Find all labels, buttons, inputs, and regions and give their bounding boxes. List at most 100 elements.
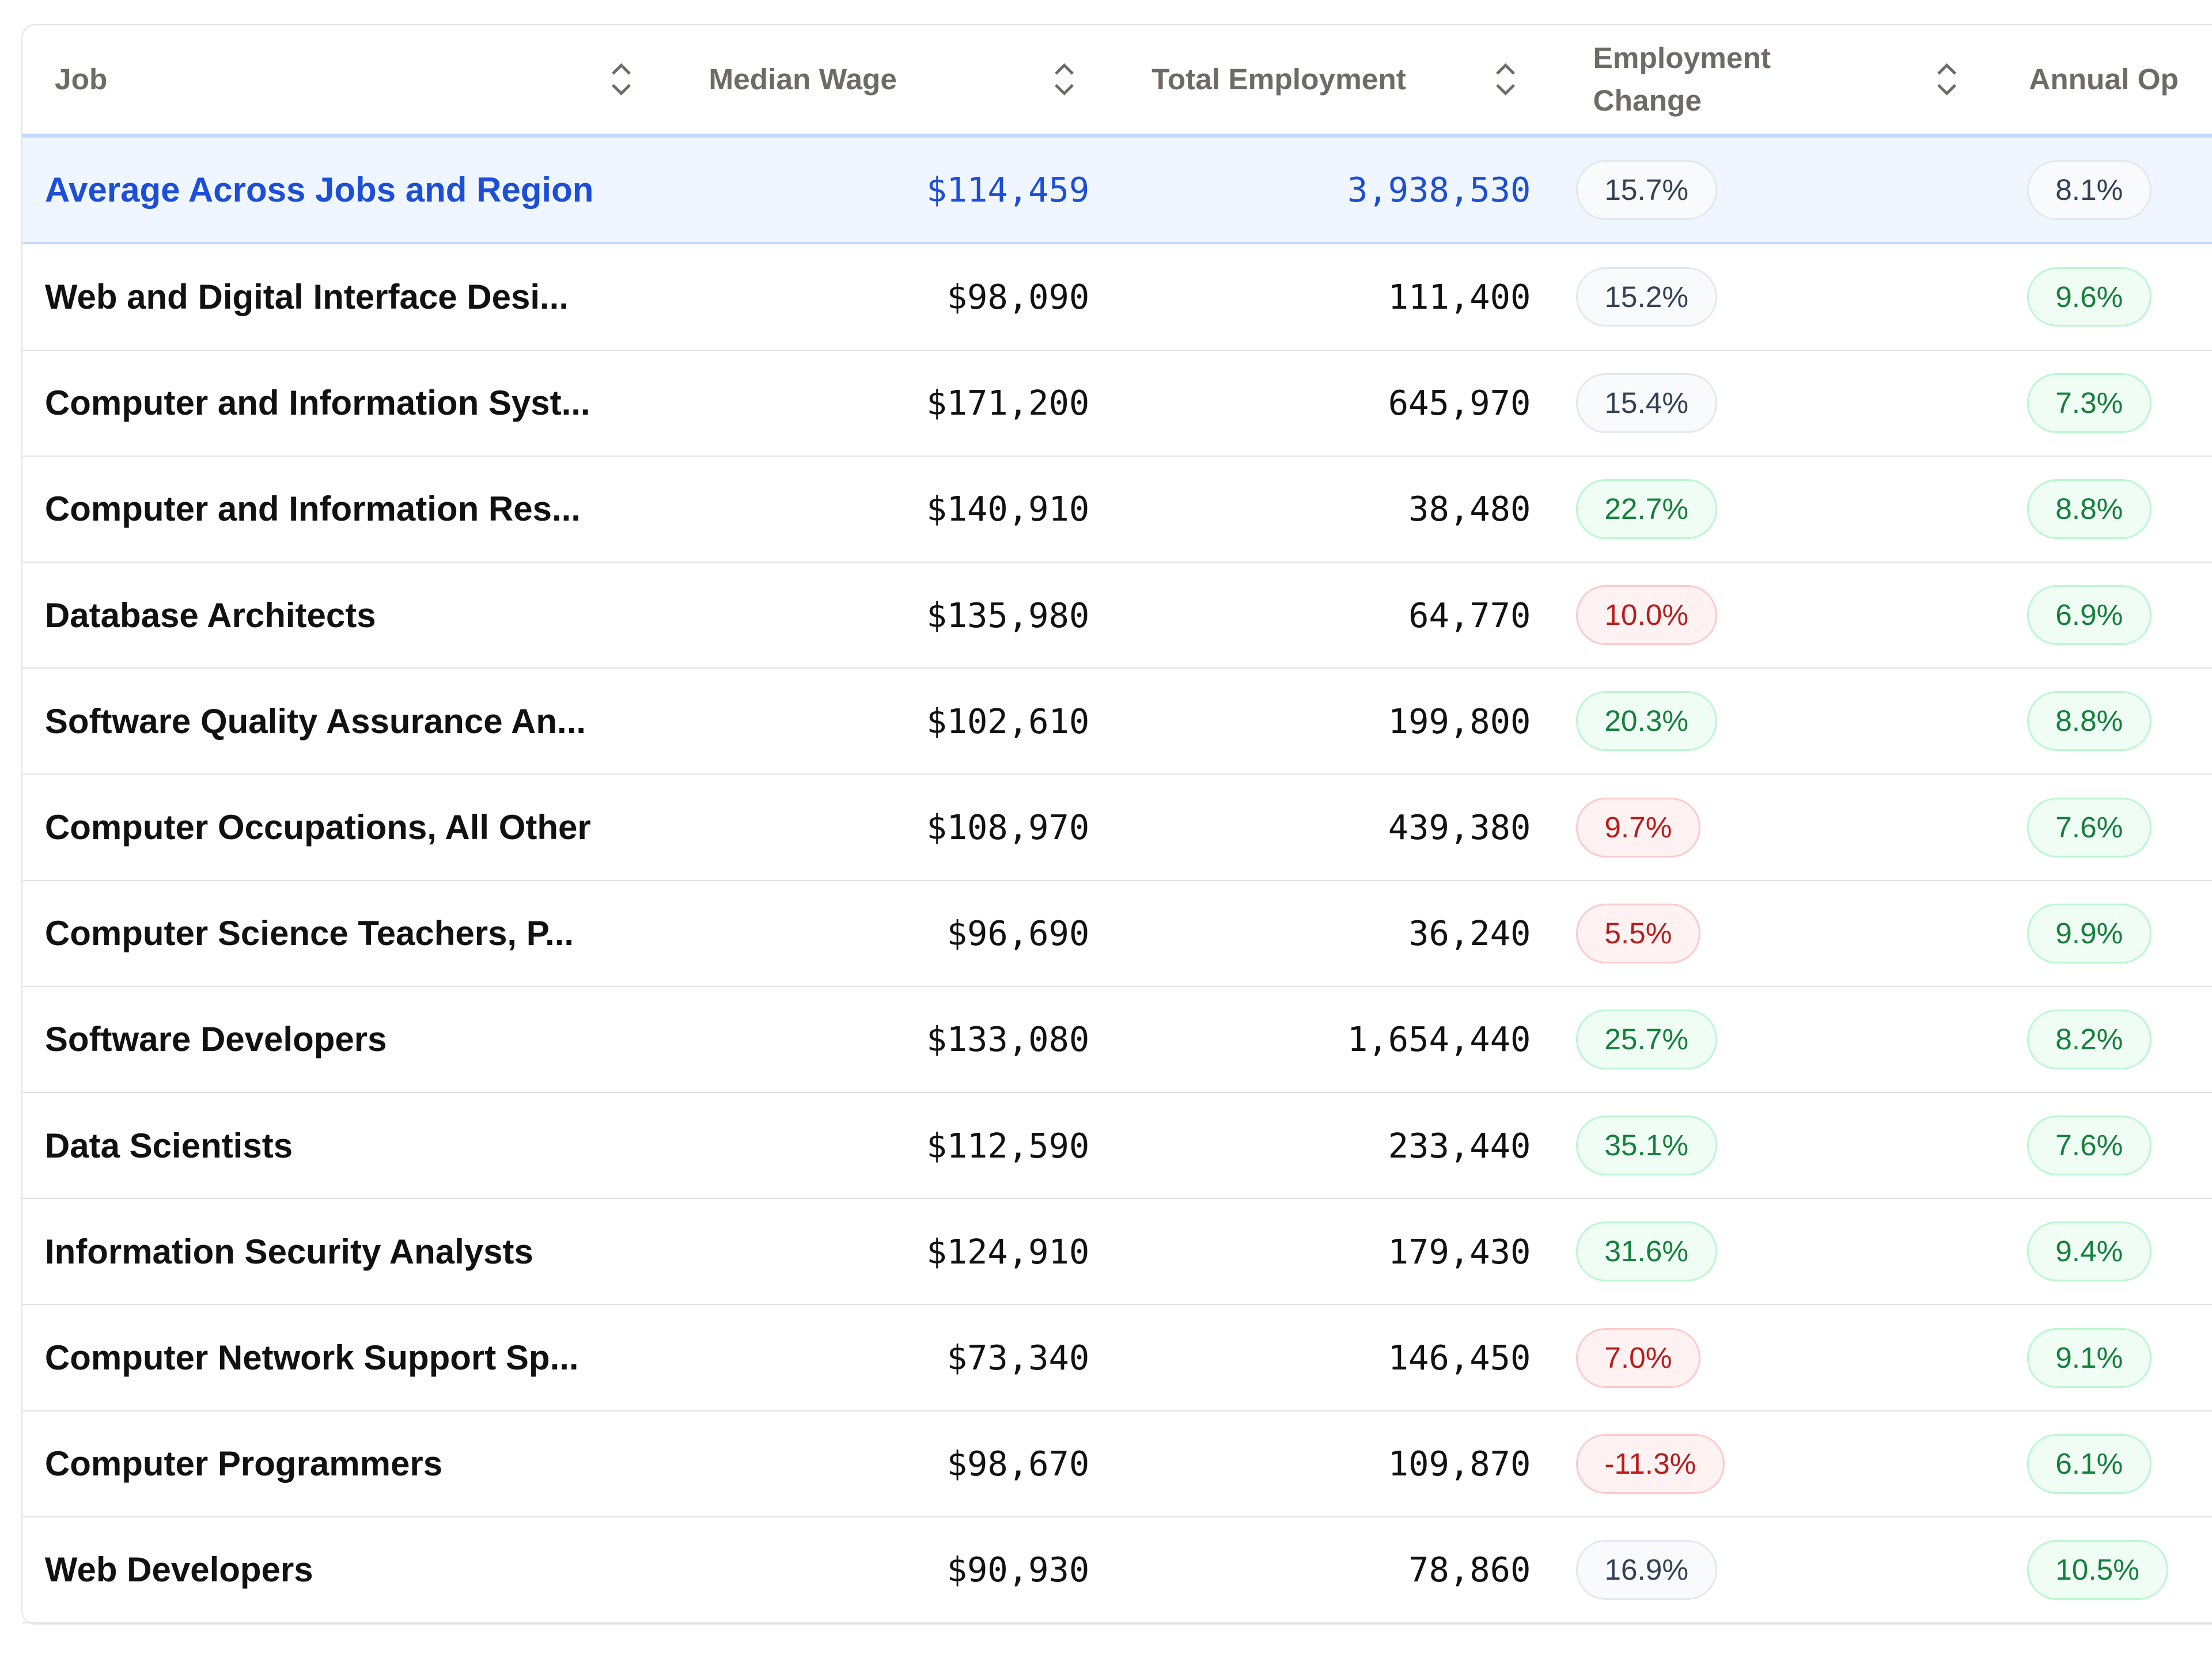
employment-change-badge: -11.3% [1575, 1433, 1725, 1494]
total-employment: 109,870 [1388, 1444, 1531, 1484]
median-wage: $102,610 [926, 701, 1090, 741]
header-annual-openings[interactable]: Annual Op [2003, 58, 2212, 100]
median-wage: $114,459 [926, 170, 1090, 210]
median-wage: $140,910 [926, 489, 1090, 529]
median-wage: $108,970 [926, 807, 1090, 848]
table-row[interactable]: Computer Occupations, All Other $108,970… [22, 775, 2212, 881]
total-employment: 3,938,530 [1347, 170, 1531, 210]
header-label: Median Wage [709, 62, 897, 96]
table-row[interactable]: Software Quality Assurance An... $102,61… [22, 669, 2212, 775]
median-wage: $171,200 [926, 383, 1090, 423]
table-row[interactable]: Computer Programmers $98,670 109,870 -11… [22, 1412, 2212, 1517]
employment-change-badge: 10.0% [1575, 585, 1717, 646]
job-name[interactable]: Software Developers [44, 1020, 387, 1059]
job-name[interactable]: Database Architects [44, 595, 376, 635]
total-employment: 645,970 [1388, 383, 1531, 423]
job-name[interactable]: Web and Digital Interface Desi... [44, 278, 569, 316]
annual-openings-badge: 8.2% [2027, 1009, 2152, 1069]
employment-change-badge: 31.6% [1575, 1221, 1717, 1282]
annual-openings-badge: 8.8% [2027, 479, 2152, 539]
employment-change-badge: 15.7% [1575, 160, 1717, 220]
header-median-wage[interactable]: Median Wage [677, 58, 1120, 100]
total-employment: 111,400 [1388, 277, 1531, 317]
employment-change-badge: 25.7% [1575, 1009, 1717, 1069]
sort-icon[interactable] [1936, 61, 1958, 98]
table-row[interactable]: Computer Network Support Sp... $73,340 1… [22, 1305, 2212, 1412]
header-label: Employment Change [1593, 41, 1771, 117]
table-row[interactable]: Computer and Information Res... $140,910… [22, 457, 2212, 563]
total-employment: 1,654,440 [1347, 1019, 1531, 1060]
median-wage: $133,080 [926, 1019, 1090, 1060]
total-employment: 199,800 [1388, 701, 1531, 741]
average-row[interactable]: Average Across Jobs and Region $114,459 … [22, 138, 2212, 245]
employment-change-badge: 5.5% [1575, 903, 1700, 963]
employment-change-badge: 9.7% [1575, 797, 1700, 858]
header-label: Annual Op [2029, 62, 2179, 96]
total-employment: 78,860 [1408, 1550, 1531, 1590]
table-row[interactable]: Data Scientists $112,590 233,440 35.1% 7… [22, 1093, 2212, 1200]
job-name[interactable]: Computer and Information Res... [44, 490, 581, 529]
sort-icon[interactable] [1053, 61, 1075, 98]
sort-icon[interactable] [1494, 61, 1517, 98]
annual-openings-badge: 8.8% [2027, 691, 2152, 752]
total-employment: 36,240 [1408, 913, 1531, 954]
job-name[interactable]: Computer Programmers [44, 1444, 443, 1484]
annual-openings-badge: 7.6% [2027, 1116, 2152, 1176]
employment-change-badge: 20.3% [1575, 691, 1717, 752]
job-name[interactable]: Computer and Information Syst... [44, 384, 590, 423]
table-row[interactable]: Web Developers $90,930 78,860 16.9% 10.5… [22, 1517, 2212, 1624]
employment-change-badge: 35.1% [1575, 1116, 1717, 1176]
jobs-table: Job Median Wage Total Employment Employm… [21, 24, 2212, 1625]
median-wage: $98,670 [946, 1444, 1090, 1484]
employment-change-badge: 15.2% [1575, 267, 1717, 327]
total-employment: 64,770 [1408, 595, 1531, 635]
table-row[interactable]: Computer Science Teachers, P... $96,690 … [22, 881, 2212, 987]
total-employment: 233,440 [1388, 1125, 1531, 1166]
annual-openings-badge: 8.1% [2027, 160, 2152, 220]
total-employment: 146,450 [1388, 1338, 1531, 1378]
table-header: Job Median Wage Total Employment Employm… [22, 25, 2212, 138]
median-wage: $135,980 [926, 595, 1090, 635]
annual-openings-badge: 9.1% [2027, 1327, 2152, 1388]
employment-change-badge: 16.9% [1575, 1539, 1717, 1600]
table-body: Web and Digital Interface Desi... $98,09… [22, 244, 2212, 1624]
employment-change-badge: 7.0% [1575, 1327, 1700, 1388]
annual-openings-badge: 9.6% [2027, 267, 2152, 327]
annual-openings-badge: 9.4% [2027, 1221, 2152, 1282]
median-wage: $96,690 [946, 913, 1090, 954]
employment-change-badge: 15.4% [1575, 373, 1717, 433]
median-wage: $73,340 [946, 1338, 1090, 1378]
sort-icon[interactable] [610, 61, 632, 98]
table-row[interactable]: Information Security Analysts $124,910 1… [22, 1199, 2212, 1306]
total-employment: 439,380 [1388, 807, 1531, 848]
job-name[interactable]: Data Scientists [44, 1126, 293, 1165]
annual-openings-badge: 10.5% [2027, 1539, 2168, 1600]
job-name[interactable]: Average Across Jobs and Region [44, 170, 594, 210]
job-name[interactable]: Computer Occupations, All Other [44, 808, 591, 847]
median-wage: $112,590 [926, 1125, 1090, 1166]
header-total-employment[interactable]: Total Employment [1120, 58, 1562, 100]
header-label: Total Employment [1152, 62, 1406, 96]
job-name[interactable]: Information Security Analysts [44, 1232, 533, 1271]
total-employment: 38,480 [1408, 489, 1531, 529]
table-row[interactable]: Computer and Information Syst... $171,20… [22, 351, 2212, 457]
job-name[interactable]: Web Developers [44, 1550, 313, 1589]
header-job[interactable]: Job [22, 58, 678, 100]
median-wage: $90,930 [946, 1550, 1090, 1590]
header-label: Job [55, 62, 108, 96]
job-name[interactable]: Software Quality Assurance An... [44, 701, 586, 741]
table-row[interactable]: Web and Digital Interface Desi... $98,09… [22, 244, 2212, 351]
median-wage: $124,910 [926, 1231, 1090, 1272]
job-name[interactable]: Computer Science Teachers, P... [44, 914, 574, 953]
annual-openings-badge: 9.9% [2027, 903, 2152, 963]
total-employment: 179,430 [1388, 1231, 1531, 1272]
table-row[interactable]: Software Developers $133,080 1,654,440 2… [22, 987, 2212, 1094]
annual-openings-badge: 7.6% [2027, 797, 2152, 858]
annual-openings-badge: 7.3% [2027, 373, 2152, 433]
median-wage: $98,090 [946, 277, 1090, 317]
job-name[interactable]: Computer Network Support Sp... [44, 1338, 579, 1378]
header-employment-change[interactable]: Employment Change [1562, 37, 2003, 122]
employment-change-badge: 22.7% [1575, 479, 1717, 539]
annual-openings-badge: 6.1% [2027, 1433, 2152, 1494]
table-row[interactable]: Database Architects $135,980 64,770 10.0… [22, 563, 2212, 669]
